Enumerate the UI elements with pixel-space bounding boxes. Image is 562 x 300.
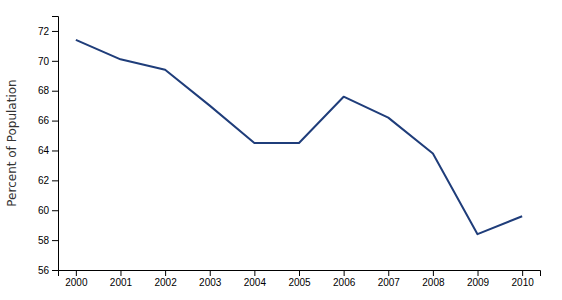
y-tick: 60 <box>38 205 58 216</box>
y-tick-label: 66 <box>38 115 50 126</box>
y-axis: 56 58 60 62 64 66 68 70 72 <box>38 17 59 276</box>
y-tick-label: 72 <box>38 26 50 37</box>
x-tick-mark <box>522 270 523 276</box>
y-tick: 64 <box>38 145 58 156</box>
x-tick: 2003 <box>199 270 222 288</box>
x-tick: 2010 <box>512 270 535 288</box>
x-tick-label: 2003 <box>199 277 222 288</box>
y-tick-label: 60 <box>38 205 50 216</box>
plot: 2000 2001 2002 2003 2004 2005 2006 2007 2008 2009… <box>38 17 541 289</box>
x-tick-mark <box>165 270 166 276</box>
y-tick: 56 <box>38 265 58 276</box>
x-tick-mark <box>76 270 77 276</box>
y-axis-title: Percent of Population <box>5 79 19 206</box>
chart-container: 2000 2001 2002 2003 2004 2005 2006 2007 2008 2009… <box>0 0 562 300</box>
y-tick-mark <box>52 91 58 92</box>
x-tick: 2008 <box>422 270 445 288</box>
x-axis-line <box>59 271 541 277</box>
y-tick-label: 68 <box>38 85 50 96</box>
x-tick-mark <box>388 270 389 276</box>
x-tick-mark <box>120 270 121 276</box>
x-tick: 2001 <box>110 270 133 288</box>
y-tick: 58 <box>38 235 58 246</box>
x-tick: 2007 <box>378 270 401 288</box>
y-tick: 62 <box>38 175 58 186</box>
x-tick-label: 2009 <box>467 277 490 288</box>
x-tick-mark <box>344 270 345 276</box>
line <box>76 40 522 234</box>
x-tick-label: 2002 <box>154 277 177 288</box>
x-tick-label: 2004 <box>244 277 267 288</box>
x-tick-label: 2001 <box>110 277 133 288</box>
x-tick: 2009 <box>467 270 490 288</box>
x-tick-label: 2000 <box>65 277 88 288</box>
y-tick-label: 70 <box>38 56 50 67</box>
y-tick-label: 62 <box>38 175 50 186</box>
y-tick-mark <box>52 240 58 241</box>
x-axis: 2000 2001 2002 2003 2004 2005 2006 2007 2008 2009… <box>59 270 541 288</box>
y-tick-mark <box>52 150 58 151</box>
y-tick-mark <box>52 180 58 181</box>
y-tick: 68 <box>38 85 58 96</box>
x-tick-mark <box>210 270 211 276</box>
y-tick: 66 <box>38 115 58 126</box>
x-tick-label: 2010 <box>512 277 535 288</box>
x-tick-label: 2007 <box>378 277 401 288</box>
x-tick: 2005 <box>288 270 311 288</box>
y-tick-mark <box>52 121 58 122</box>
x-tick-mark <box>433 270 434 276</box>
x-tick-mark <box>478 270 479 276</box>
x-tick: 2004 <box>244 270 267 288</box>
x-tick: 2002 <box>154 270 177 288</box>
y-tick-label: 64 <box>38 145 50 156</box>
x-tick-label: 2006 <box>333 277 356 288</box>
x-tick-mark <box>254 270 255 276</box>
chart-svg: 2000 2001 2002 2003 2004 2005 2006 2007 2008 2009… <box>0 0 562 300</box>
x-tick: 2006 <box>333 270 356 288</box>
y-tick-mark <box>52 61 58 62</box>
y-tick-mark <box>52 210 58 211</box>
x-tick-mark <box>299 270 300 276</box>
y-tick-label: 58 <box>38 235 50 246</box>
y-tick: 72 <box>38 26 58 37</box>
y-axis-line <box>52 17 59 271</box>
y-tick-mark <box>52 31 58 32</box>
y-tick: 70 <box>38 56 58 67</box>
y-tick-label: 56 <box>38 265 50 276</box>
marks <box>76 40 522 234</box>
x-tick: 2000 <box>65 270 88 288</box>
x-tick-label: 2008 <box>422 277 445 288</box>
y-tick-mark <box>52 270 58 271</box>
x-tick-label: 2005 <box>288 277 311 288</box>
